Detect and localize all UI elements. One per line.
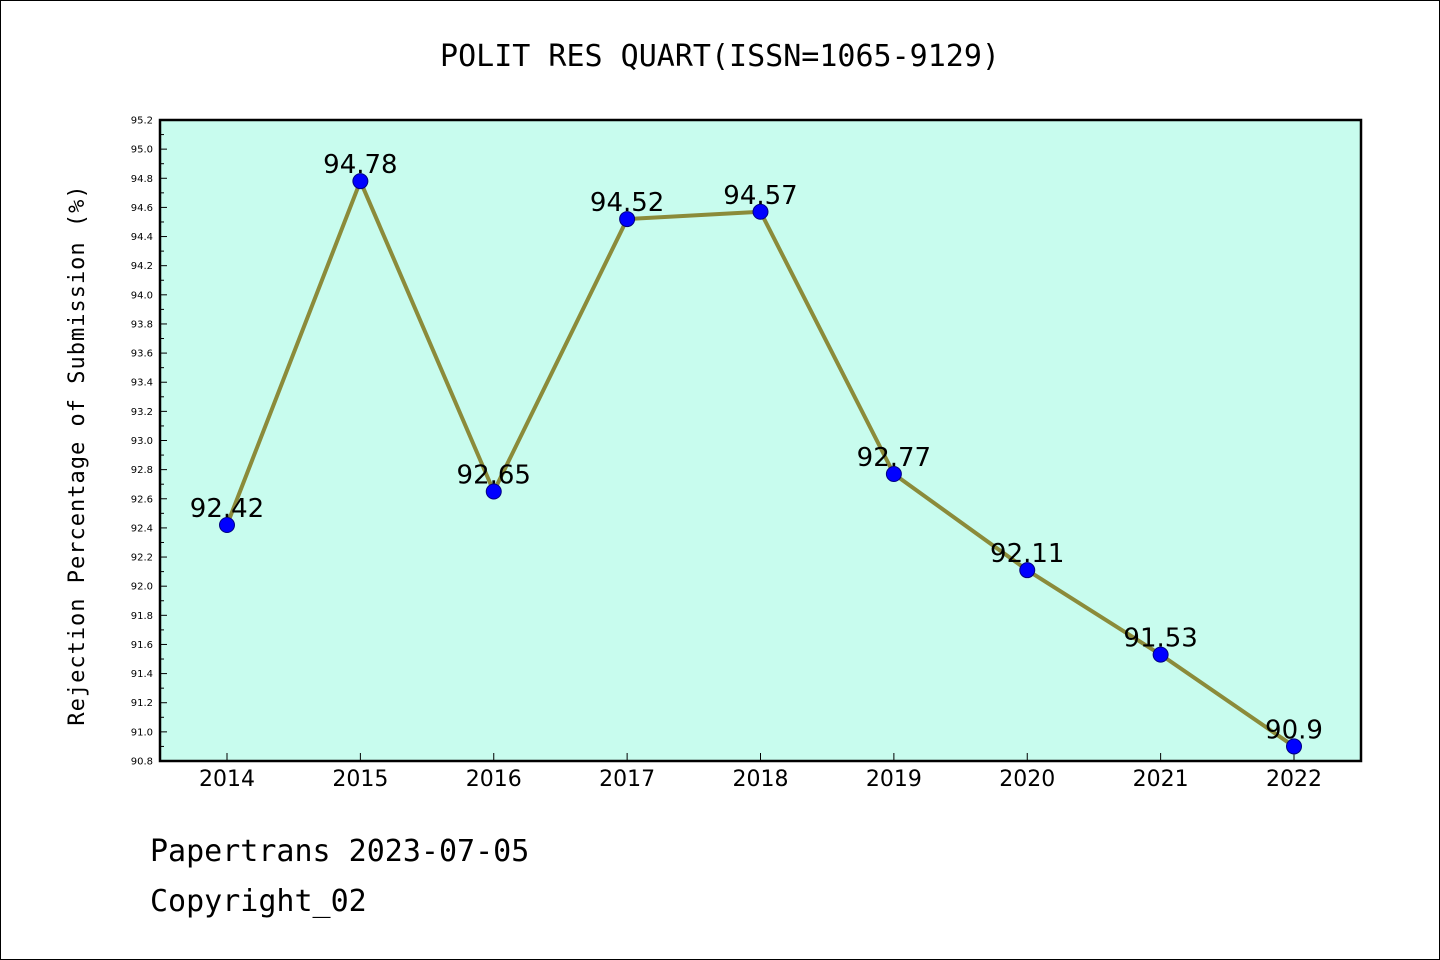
y-tick-label: 92.2: [131, 553, 153, 564]
data-label: 94.78: [323, 150, 397, 180]
y-tick-label: 92.0: [131, 582, 153, 593]
y-tick-label: 92.8: [131, 465, 153, 476]
data-point: [1286, 738, 1302, 755]
y-tick-label: 95.2: [131, 116, 153, 127]
y-tick-label: 91.6: [131, 640, 153, 651]
data-point: [752, 203, 769, 220]
y-tick-label: 91.2: [131, 698, 153, 709]
y-tick-label: 94.0: [131, 290, 153, 301]
footer-date-text: Papertrans 2023-07-05: [150, 834, 530, 869]
y-tick-label: 94.8: [131, 174, 153, 185]
data-point: [219, 516, 235, 533]
y-tick-label: 91.8: [131, 611, 153, 622]
data-label: 92.42: [190, 494, 264, 524]
x-tick-label: 2018: [733, 767, 789, 792]
data-label: 91.53: [1123, 624, 1197, 654]
data-label: 94.57: [723, 181, 797, 211]
y-tick-label: 92.6: [131, 494, 153, 505]
x-tick-label: 2022: [1266, 767, 1322, 792]
data-label: 92.11: [990, 539, 1064, 569]
y-tick-label: 94.4: [131, 232, 153, 243]
plot-border: [158, 118, 1363, 763]
chart-title: POLIT RES QUART(ISSN=1065-9129): [440, 39, 1000, 74]
data-label: 92.65: [457, 460, 531, 490]
y-tick-label: 95.0: [131, 145, 153, 156]
y-tick-label: 93.6: [131, 349, 153, 360]
data-points: [219, 173, 1302, 755]
y-tick-label: 93.2: [131, 407, 153, 418]
y-tick-label: 92.4: [131, 523, 153, 534]
footer-copyright-text: Copyright_02: [150, 884, 367, 919]
x-tick-label: 2020: [999, 767, 1055, 792]
x-tick-label: 2021: [1133, 767, 1189, 792]
y-tick-label: 91.4: [131, 669, 153, 680]
data-point: [885, 466, 902, 483]
data-labels: 92.42 94.78 92.65 94.52 94.57 92.77 92.11 91.53…: [190, 150, 1323, 745]
y-axis: 90.8 91.0 91.2 91.4 91.6 91.8 92.0 92.2 92.4 92.6…: [131, 116, 167, 768]
data-label: 92.77: [857, 443, 931, 473]
x-tick-label: 2015: [332, 767, 388, 792]
data-point: [1019, 562, 1036, 579]
x-tick-label: 2016: [466, 767, 522, 792]
data-point: [1152, 646, 1169, 663]
y-tick-label: 91.0: [131, 727, 153, 738]
x-tick-label: 2014: [199, 767, 255, 792]
y-tick-label: 93.4: [131, 378, 153, 389]
x-tick-label: 2019: [866, 767, 922, 792]
y-tick-label: 90.8: [131, 757, 153, 768]
y-tick-label: 93.8: [131, 319, 153, 330]
y-axis-label: Rejection Percentage of Submission (%): [65, 184, 90, 725]
y-tick-label: 94.6: [131, 203, 153, 214]
data-point: [485, 483, 502, 500]
x-axis: 2014 2015 2016 2017 2018 2019 2020 2021 2022: [199, 753, 1322, 792]
data-point: [352, 173, 369, 190]
data-label: 90.9: [1265, 715, 1323, 745]
data-point: [619, 211, 636, 228]
x-tick-label: 2017: [599, 767, 655, 792]
y-tick-label: 93.0: [131, 436, 153, 447]
data-label: 94.52: [590, 188, 664, 218]
y-tick-label: 94.2: [131, 261, 153, 272]
